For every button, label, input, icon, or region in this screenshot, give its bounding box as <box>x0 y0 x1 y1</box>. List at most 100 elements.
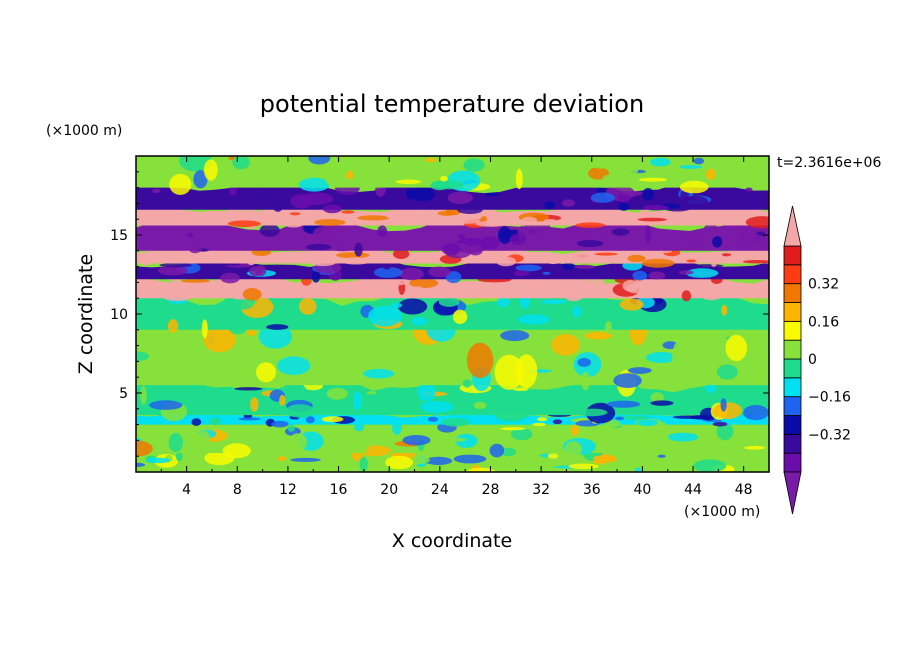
field-cell <box>621 190 643 196</box>
field-cell <box>547 453 559 459</box>
field-cell <box>385 455 414 470</box>
field-cell <box>246 329 257 337</box>
y-axis-label: Z coordinate <box>75 254 97 374</box>
field-cell <box>517 314 551 325</box>
field-cell <box>685 268 719 278</box>
field-cell <box>326 387 348 400</box>
field-cell <box>641 258 675 268</box>
field-cell <box>646 352 677 363</box>
field-cell <box>744 209 756 215</box>
field-cell <box>561 262 575 270</box>
field-cell <box>390 302 403 308</box>
field-cell <box>189 245 202 254</box>
y-axis: 5 10 15 <box>110 171 769 457</box>
field-cell <box>354 422 365 432</box>
field-cell <box>139 256 153 266</box>
field-cell <box>276 356 311 376</box>
field-cell <box>393 248 410 259</box>
field-cell <box>434 315 458 324</box>
field-cell <box>328 161 346 177</box>
field-cell <box>468 254 502 258</box>
field-cell <box>450 218 481 224</box>
field-cell <box>272 197 284 212</box>
field-cell <box>298 177 330 192</box>
field-cell <box>310 260 336 267</box>
field-cell <box>745 187 753 192</box>
field-cell <box>267 258 278 264</box>
field-cell <box>576 240 604 247</box>
x-tick-label: 48 <box>735 482 753 498</box>
x-tick-label: 40 <box>633 482 651 498</box>
x-axis: 4 8 12 16 20 24 28 32 36 40 44 48 <box>160 156 753 498</box>
field-cell <box>189 258 207 263</box>
field-cell <box>157 265 188 276</box>
colorbar-tick-label: 0 <box>808 352 817 368</box>
field-cell <box>671 342 684 376</box>
field-cell <box>238 417 261 421</box>
field-cell <box>557 228 589 240</box>
field-cell <box>632 270 648 281</box>
field-cell <box>384 208 414 220</box>
field-cell <box>232 156 250 170</box>
field-cell <box>681 290 692 302</box>
field-cell <box>317 314 349 324</box>
field-cell <box>573 264 596 269</box>
field-cell <box>290 457 321 462</box>
field-cell <box>650 400 674 406</box>
field-cell <box>180 279 211 283</box>
colorbar-segment <box>783 339 802 360</box>
field-cell <box>279 394 286 406</box>
field-cell <box>228 156 235 161</box>
field-cell <box>562 252 596 263</box>
field-cell <box>368 305 402 327</box>
colorbar-segment <box>783 452 802 473</box>
field-cell <box>500 447 517 457</box>
field-cell <box>249 266 263 277</box>
field-cell <box>722 253 731 257</box>
colorbar-segment <box>783 245 802 266</box>
field-cell <box>220 272 241 284</box>
field-cell <box>281 383 307 396</box>
field-cell <box>308 156 331 165</box>
field-cell <box>346 170 354 180</box>
field-cell <box>415 467 435 472</box>
field-cell <box>512 387 529 391</box>
field-cell <box>174 217 199 223</box>
field-cell <box>744 445 766 450</box>
field-cell <box>250 397 259 412</box>
field-cell <box>203 159 218 181</box>
field-cell <box>584 332 613 340</box>
field-cell <box>382 264 392 270</box>
field-cell <box>494 408 528 422</box>
field-cell <box>618 202 630 211</box>
colorbar-segment <box>783 264 802 285</box>
field-cell <box>510 427 533 441</box>
field-cell <box>447 191 473 204</box>
field-cell <box>602 174 613 182</box>
colorbar-segment <box>783 320 802 341</box>
field-cell <box>167 319 179 333</box>
field-cell <box>408 186 436 202</box>
heatmap-field <box>136 156 769 472</box>
field-cell <box>266 324 289 330</box>
field-cell <box>616 352 625 360</box>
field-cell <box>256 362 276 383</box>
field-cell <box>390 284 398 291</box>
field-cell <box>258 324 293 349</box>
field-cell <box>485 192 501 197</box>
field-cell <box>242 288 262 301</box>
field-cell <box>175 451 183 462</box>
field-cell <box>149 400 183 410</box>
field-cell <box>246 256 256 266</box>
field-cell <box>620 166 639 176</box>
field-cell <box>712 421 728 427</box>
field-cell <box>434 437 467 443</box>
field-cell <box>551 334 580 356</box>
colorbar-segment <box>783 377 802 398</box>
field-cell <box>643 205 669 211</box>
field-cell <box>601 267 608 275</box>
field-cell <box>201 319 208 339</box>
field-cell <box>256 192 269 205</box>
field-cell <box>399 267 424 281</box>
